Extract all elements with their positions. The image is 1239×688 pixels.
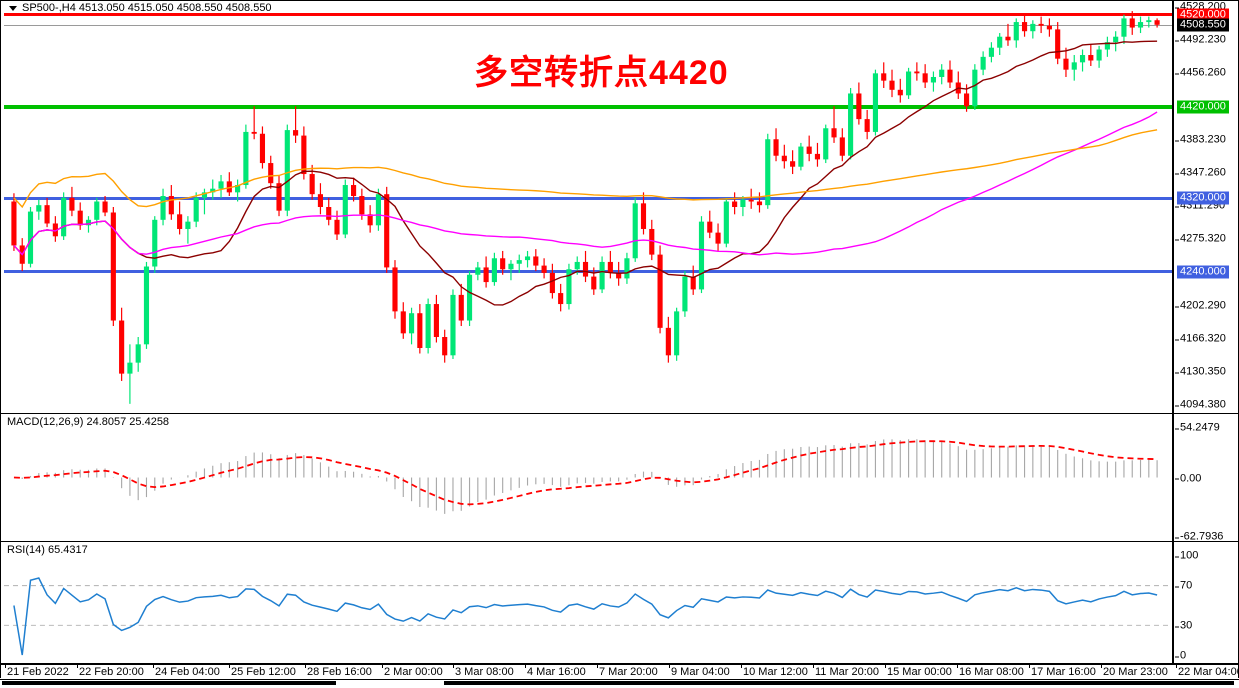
time-label-0: 21 Feb 2022 bbox=[7, 666, 69, 678]
price-badge-4320[interactable]: 4320.000 bbox=[1177, 191, 1229, 205]
rsi-label: RSI(14) 65.4317 bbox=[7, 544, 88, 556]
time-tick-6 bbox=[453, 665, 454, 668]
rsi-tick-1: 70 bbox=[1174, 579, 1193, 592]
macd-axis-scale: 54.2479 0.00 -62.7936 bbox=[1174, 414, 1238, 541]
price-badge-4240[interactable]: 4240.000 bbox=[1177, 265, 1229, 279]
scrollbar-thumb-right[interactable] bbox=[444, 681, 1234, 685]
price-axis-scale[interactable]: 4528.200 4492.230 4456.260 4383.230 4347.260… bbox=[1174, 1, 1238, 413]
time-tick-11 bbox=[813, 665, 814, 668]
price-tick-2: 4456.260 bbox=[1175, 66, 1226, 79]
price-tick-5: 4311.290 bbox=[1174, 199, 1226, 212]
price-badge-last[interactable]: 4508.550 bbox=[1177, 18, 1229, 32]
macd-plot-area[interactable] bbox=[4, 414, 1174, 541]
price-tick-0: 4528.200 bbox=[1175, 0, 1226, 13]
price-badge-4420[interactable]: 4420.000 bbox=[1177, 100, 1229, 114]
scrollbar-thumb-left[interactable] bbox=[2, 681, 336, 685]
rsi-tick-0: 100 bbox=[1174, 549, 1199, 562]
time-label-9: 9 Mar 04:00 bbox=[671, 666, 730, 678]
time-tick-4 bbox=[305, 665, 306, 668]
time-tick-5 bbox=[382, 665, 383, 668]
rsi-indicator-panel[interactable]: RSI(14) 65.4317 100 70 30 0 bbox=[0, 542, 1239, 664]
time-label-15: 20 Mar 23:00 bbox=[1103, 666, 1168, 678]
time-tick-8 bbox=[597, 665, 598, 668]
price-badge-4520[interactable]: 4520.000 bbox=[1177, 8, 1229, 22]
macd-tick-0: 54.2479 bbox=[1175, 421, 1220, 434]
time-label-13: 16 Mar 08:00 bbox=[959, 666, 1024, 678]
time-tick-9 bbox=[669, 665, 670, 668]
level-line-4420[interactable] bbox=[4, 104, 1172, 109]
time-label-12: 15 Mar 00:00 bbox=[887, 666, 952, 678]
price-tick-8: 4166.320 bbox=[1175, 332, 1226, 345]
time-label-4: 28 Feb 16:00 bbox=[307, 666, 372, 678]
price-tick-1: 4492.230 bbox=[1175, 33, 1226, 46]
time-label-6: 3 Mar 08:00 bbox=[455, 666, 514, 678]
time-axis[interactable]: 21 Feb 2022 22 Feb 20:00 24 Feb 04:00 25 Fe… bbox=[0, 664, 1239, 678]
horizontal-scrollbar[interactable] bbox=[0, 679, 1239, 688]
time-label-1: 22 Feb 20:00 bbox=[79, 666, 144, 678]
macd-indicator-panel[interactable]: MACD(12,26,9) 24.8057 25.4258 54.2479 0.0… bbox=[0, 413, 1239, 542]
price-tick-6: 4275.320 bbox=[1175, 232, 1226, 245]
price-tick-3: 4383.230 bbox=[1175, 133, 1226, 146]
time-label-16: 22 Mar 04:00 bbox=[1178, 666, 1239, 678]
time-tick-7 bbox=[525, 665, 526, 668]
time-label-11: 11 Mar 20:00 bbox=[815, 666, 880, 678]
rsi-axis-scale: 100 70 30 0 bbox=[1174, 542, 1238, 663]
level-line-4520[interactable] bbox=[4, 13, 1172, 17]
time-label-5: 2 Mar 00:00 bbox=[384, 666, 443, 678]
time-label-2: 24 Feb 04:00 bbox=[155, 666, 220, 678]
candlestick-series bbox=[11, 11, 1160, 404]
level-line-4320[interactable] bbox=[4, 196, 1172, 200]
time-tick-2 bbox=[153, 665, 154, 668]
macd-label: MACD(12,26,9) 24.8057 25.4258 bbox=[7, 416, 170, 428]
time-tick-14 bbox=[1029, 665, 1030, 668]
price-tick-4: 4347.260 bbox=[1175, 166, 1226, 179]
price-tick-9: 4130.350 bbox=[1175, 365, 1226, 378]
rsi-tick-3: 0 bbox=[1174, 649, 1187, 662]
time-tick-1 bbox=[77, 665, 78, 668]
time-tick-12 bbox=[885, 665, 886, 668]
symbol-header[interactable]: SP500-,H4 4513.050 4515.050 4508.550 450… bbox=[9, 2, 272, 15]
time-tick-13 bbox=[957, 665, 958, 668]
chart-annotation-text: 多空转折点4420 bbox=[474, 54, 729, 92]
time-tick-16 bbox=[1176, 665, 1177, 668]
time-label-7: 4 Mar 16:00 bbox=[527, 666, 586, 678]
price-tick-10: 4094.380 bbox=[1175, 398, 1226, 411]
rsi-tick-2: 30 bbox=[1174, 619, 1193, 632]
time-label-3: 25 Feb 12:00 bbox=[231, 666, 296, 678]
macd-series bbox=[13, 439, 1158, 514]
time-tick-15 bbox=[1101, 665, 1102, 668]
symbol-ohlc-text: SP500-,H4 4513.050 4515.050 4508.550 450… bbox=[22, 2, 272, 14]
time-tick-10 bbox=[741, 665, 742, 668]
macd-tick-1: 0.00 bbox=[1174, 472, 1202, 485]
time-label-14: 17 Mar 16:00 bbox=[1031, 666, 1096, 678]
chevron-down-icon[interactable] bbox=[9, 6, 17, 11]
time-label-10: 10 Mar 12:00 bbox=[743, 666, 808, 678]
price-chart-panel[interactable]: SP500-,H4 4513.050 4515.050 4508.550 450… bbox=[0, 0, 1239, 413]
price-plot-area[interactable]: 多空转折点4420 bbox=[4, 1, 1174, 413]
macd-tick-2: -62.7936 bbox=[1174, 530, 1224, 542]
rsi-series bbox=[4, 577, 1172, 656]
time-tick-0 bbox=[5, 665, 6, 668]
level-line-last[interactable] bbox=[4, 24, 1172, 26]
time-label-8: 7 Mar 20:00 bbox=[599, 666, 658, 678]
price-tick-7: 4202.290 bbox=[1175, 299, 1226, 312]
rsi-plot-area[interactable] bbox=[4, 542, 1174, 663]
time-tick-3 bbox=[229, 665, 230, 668]
